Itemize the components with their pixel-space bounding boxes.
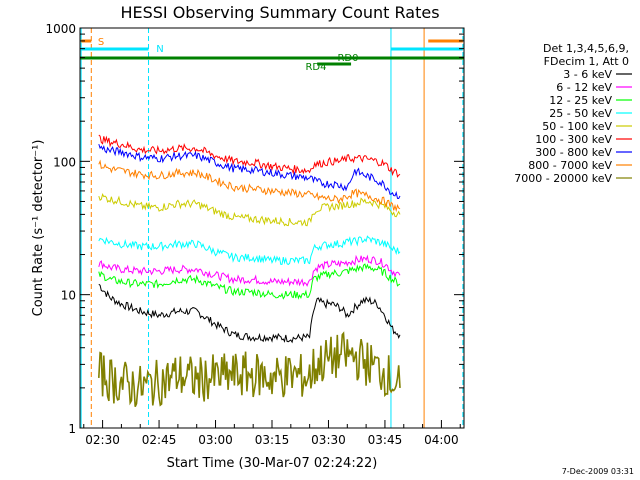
flag-label-s: S	[98, 37, 104, 48]
y-tick-label: 1000	[45, 22, 76, 36]
axes: 02:30 02:45 03:00 03:15 03:30 03:45 04:00 1 10 10…	[45, 22, 464, 447]
x-tick-label: 03:00	[198, 433, 233, 447]
legend-label: 6 - 12 keV	[556, 81, 612, 94]
y-tick-label: 1	[68, 422, 76, 436]
x-axis-label: Start Time (30-Mar-07 02:24:22)	[167, 456, 378, 471]
legend-label: 12 - 25 keV	[549, 94, 612, 107]
footer-timestamp: 7-Dec-2009 03:31	[562, 467, 634, 476]
x-tick-label: 04:00	[424, 433, 459, 447]
series-line-7	[98, 143, 401, 200]
series-line-4	[98, 235, 401, 266]
flag-label-rd0: RD0	[337, 53, 358, 64]
series-line-6	[98, 134, 401, 178]
legend: Det 1,3,4,5,6,9,FDecim 1, Att 03 - 6 keV…	[514, 42, 632, 185]
legend-label: 100 - 300 keV	[535, 133, 612, 146]
y-axis-label: Count Rate (s⁻¹ detector⁻¹)	[31, 140, 46, 317]
series-line-1	[98, 283, 401, 344]
y-tick-label: 100	[53, 155, 76, 169]
event-markers	[80, 28, 464, 428]
x-tick-label: 03:15	[255, 433, 290, 447]
x-tick-label: 03:45	[368, 433, 403, 447]
series-lines	[98, 134, 401, 408]
legend-header: FDecim 1, Att 0	[544, 55, 629, 68]
x-tick-label: 02:30	[85, 433, 120, 447]
chart-title: HESSI Observing Summary Count Rates	[120, 3, 439, 22]
x-tick-label: 02:45	[142, 433, 177, 447]
plot-frame	[79, 27, 465, 429]
legend-label: 50 - 100 keV	[542, 120, 612, 133]
series-line-5	[98, 193, 401, 227]
series-line-2	[98, 254, 401, 287]
legend-label: 3 - 6 keV	[563, 68, 612, 81]
legend-label: 25 - 50 keV	[549, 107, 612, 120]
legend-header: Det 1,3,4,5,6,9,	[543, 42, 629, 55]
x-tick-label: 03:30	[311, 433, 346, 447]
flag-label-rd4: RD4	[305, 62, 326, 73]
legend-label: 7000 - 20000 keV	[514, 172, 612, 185]
series-line-3	[98, 263, 401, 300]
y-tick-label: 10	[61, 289, 76, 303]
legend-label: 800 - 7000 keV	[528, 159, 612, 172]
series-line-8	[98, 159, 401, 213]
legend-label: 300 - 800 keV	[535, 146, 612, 159]
observing-flags: S N RD0 RD4	[80, 37, 464, 73]
flag-label-n: N	[156, 44, 163, 55]
series-line-9	[98, 331, 401, 408]
